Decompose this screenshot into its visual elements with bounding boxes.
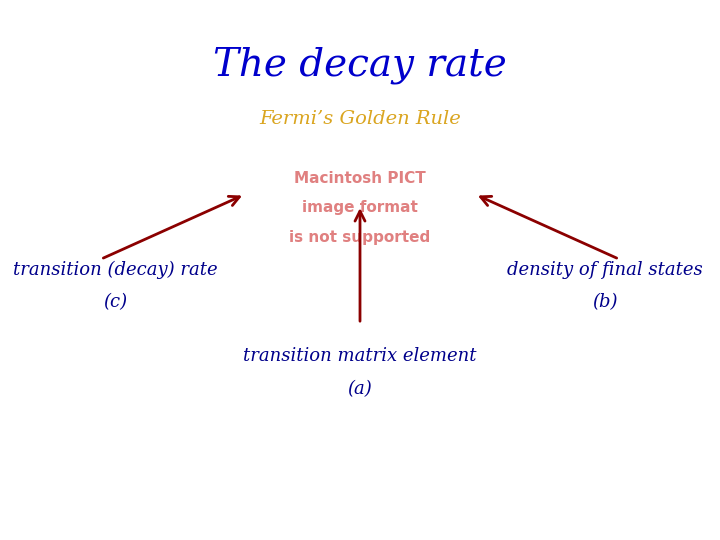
Text: Macintosh PICT: Macintosh PICT [294, 171, 426, 186]
Text: (a): (a) [348, 380, 372, 398]
Text: is not supported: is not supported [289, 230, 431, 245]
Text: The decay rate: The decay rate [213, 46, 507, 84]
Text: density of final states: density of final states [507, 261, 703, 279]
Text: (b): (b) [592, 293, 618, 312]
Text: (c): (c) [103, 293, 127, 312]
Text: image format: image format [302, 200, 418, 215]
Text: transition matrix element: transition matrix element [243, 347, 477, 366]
Text: transition (decay) rate: transition (decay) rate [13, 261, 217, 279]
Text: Fermi’s Golden Rule: Fermi’s Golden Rule [259, 110, 461, 128]
